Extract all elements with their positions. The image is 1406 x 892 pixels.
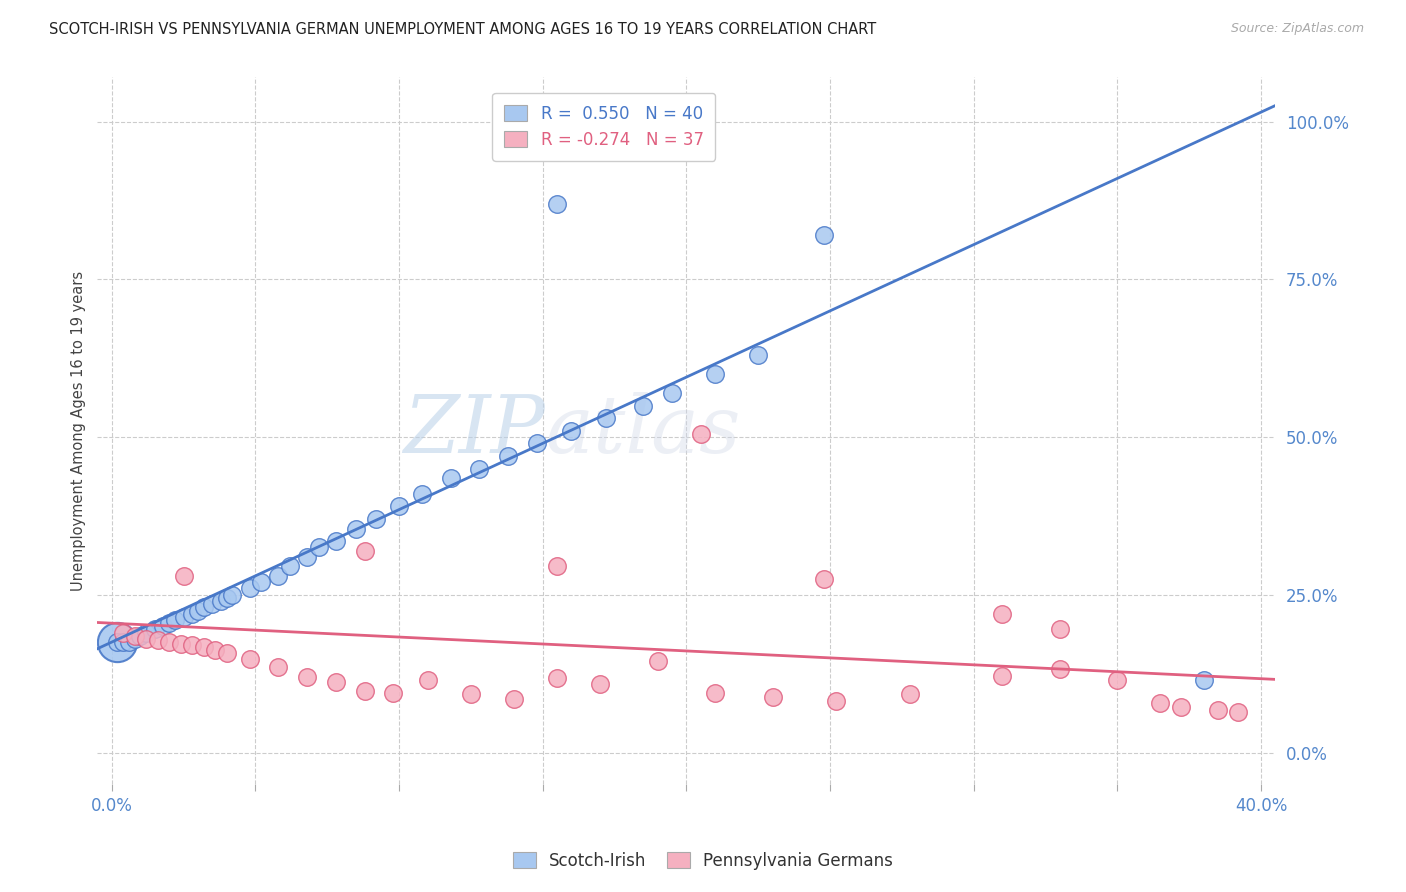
- Point: [135, 625, 157, 640]
- Point: [107, 635, 129, 649]
- Point: [173, 610, 195, 624]
- Y-axis label: Unemployment Among Ages 16 to 19 years: Unemployment Among Ages 16 to 19 years: [72, 270, 86, 591]
- Point: [353, 683, 375, 698]
- Point: [900, 688, 922, 702]
- Point: [152, 619, 174, 633]
- Point: [201, 597, 224, 611]
- Point: [595, 411, 617, 425]
- Point: [1192, 673, 1215, 687]
- Point: [344, 522, 367, 536]
- Point: [325, 534, 347, 549]
- Point: [416, 673, 439, 687]
- Point: [546, 196, 568, 211]
- Point: [221, 588, 243, 602]
- Point: [181, 607, 204, 621]
- Point: [991, 607, 1014, 621]
- Point: [353, 543, 375, 558]
- Point: [157, 616, 180, 631]
- Point: [204, 643, 226, 657]
- Point: [267, 569, 290, 583]
- Point: [181, 638, 204, 652]
- Point: [267, 660, 290, 674]
- Point: [1107, 673, 1129, 687]
- Point: [460, 688, 482, 702]
- Point: [560, 424, 582, 438]
- Point: [761, 690, 783, 704]
- Point: [496, 449, 519, 463]
- Point: [747, 348, 769, 362]
- Point: [295, 670, 318, 684]
- Text: atlas: atlas: [546, 392, 741, 469]
- Point: [308, 541, 330, 555]
- Point: [193, 640, 215, 654]
- Text: ZIP: ZIP: [404, 392, 546, 469]
- Point: [382, 685, 405, 699]
- Point: [526, 436, 548, 450]
- Point: [112, 625, 135, 640]
- Point: [689, 426, 711, 441]
- Point: [157, 635, 180, 649]
- Point: [388, 500, 411, 514]
- Point: [170, 637, 193, 651]
- Point: [239, 582, 262, 596]
- Point: [503, 692, 526, 706]
- Point: [1206, 703, 1229, 717]
- Point: [135, 632, 157, 646]
- Point: [991, 668, 1014, 682]
- Point: [295, 549, 318, 564]
- Point: [1049, 623, 1071, 637]
- Point: [704, 367, 727, 381]
- Point: [325, 674, 347, 689]
- Point: [546, 671, 568, 685]
- Point: [112, 635, 135, 649]
- Point: [124, 632, 146, 646]
- Point: [215, 591, 238, 605]
- Point: [589, 677, 612, 691]
- Point: [1049, 662, 1071, 676]
- Text: Source: ZipAtlas.com: Source: ZipAtlas.com: [1230, 22, 1364, 36]
- Point: [124, 629, 146, 643]
- Point: [364, 512, 387, 526]
- Point: [411, 487, 433, 501]
- Point: [813, 228, 835, 243]
- Point: [187, 603, 209, 617]
- Point: [1170, 700, 1192, 714]
- Legend: R =  0.550   N = 40, R = -0.274   N = 37: R = 0.550 N = 40, R = -0.274 N = 37: [492, 93, 716, 161]
- Point: [633, 399, 655, 413]
- Point: [209, 594, 232, 608]
- Point: [239, 652, 262, 666]
- Point: [143, 623, 166, 637]
- Text: SCOTCH-IRISH VS PENNSYLVANIA GERMAN UNEMPLOYMENT AMONG AGES 16 TO 19 YEARS CORRE: SCOTCH-IRISH VS PENNSYLVANIA GERMAN UNEM…: [49, 22, 876, 37]
- Point: [215, 646, 238, 660]
- Point: [704, 685, 727, 699]
- Point: [173, 569, 195, 583]
- Point: [163, 613, 186, 627]
- Point: [824, 694, 846, 708]
- Point: [250, 575, 273, 590]
- Point: [1227, 705, 1250, 719]
- Point: [146, 633, 169, 648]
- Point: [813, 572, 835, 586]
- Point: [546, 559, 568, 574]
- Point: [107, 635, 129, 649]
- Point: [129, 629, 152, 643]
- Point: [193, 600, 215, 615]
- Legend: Scotch-Irish, Pennsylvania Germans: Scotch-Irish, Pennsylvania Germans: [506, 846, 900, 877]
- Point: [440, 471, 463, 485]
- Point: [278, 559, 301, 574]
- Point: [118, 635, 141, 649]
- Point: [647, 654, 669, 668]
- Point: [661, 385, 683, 400]
- Point: [468, 461, 491, 475]
- Point: [1149, 696, 1171, 710]
